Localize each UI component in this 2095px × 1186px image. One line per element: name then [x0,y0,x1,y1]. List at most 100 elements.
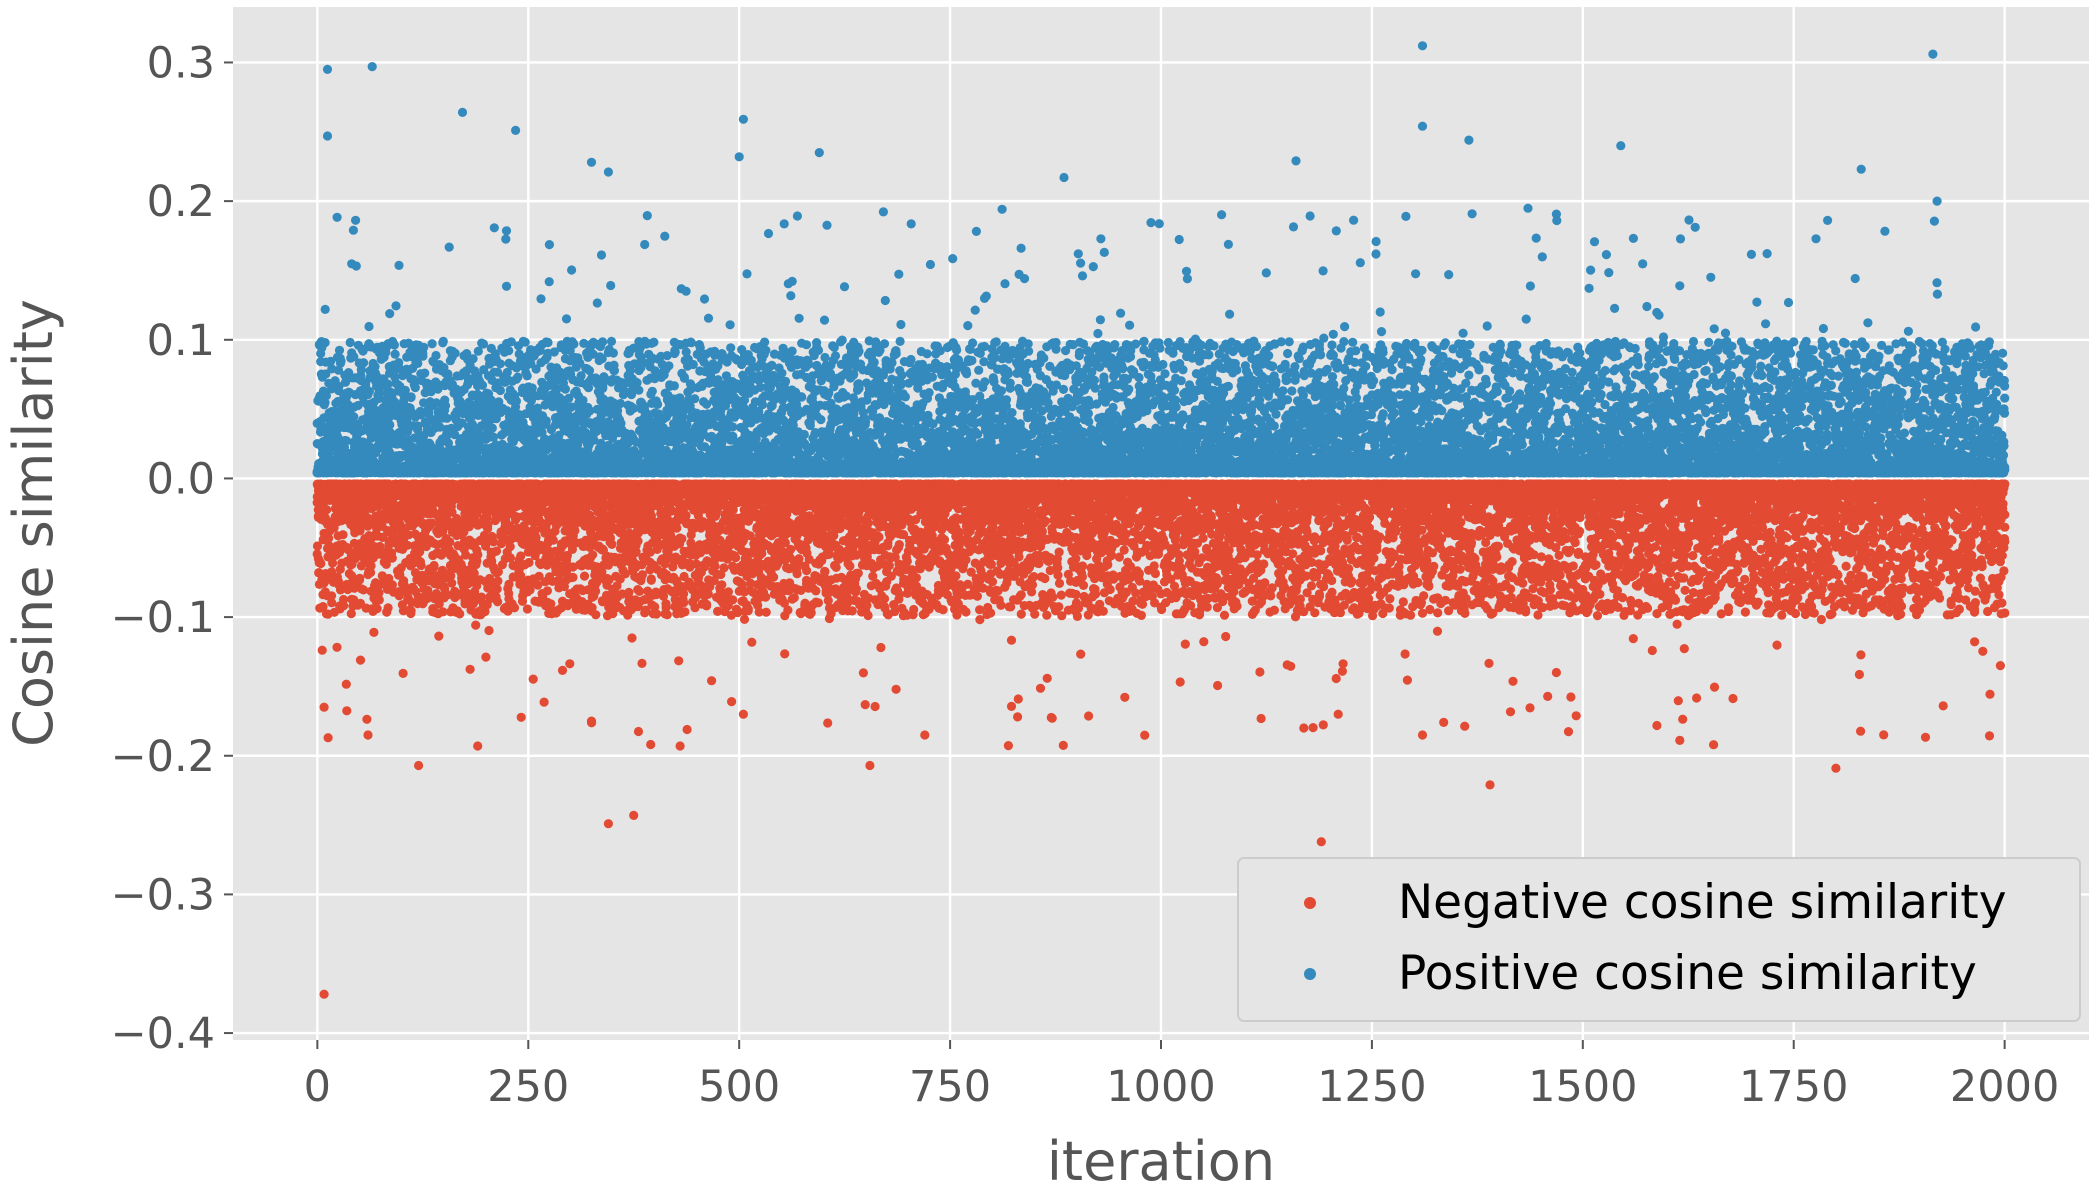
data-point [783,606,792,615]
data-point [871,702,880,711]
data-point [316,559,325,568]
data-point [395,591,404,600]
data-point [342,706,351,715]
data-point [646,740,655,749]
data-point [633,537,642,546]
data-point [1007,636,1016,645]
data-point [744,604,753,613]
data-point [388,554,397,563]
data-point [635,587,644,596]
data-point [493,584,502,593]
data-point [807,608,816,617]
data-point [447,579,456,588]
data-point [861,700,870,709]
data-point [740,615,749,624]
data-point [493,597,502,606]
data-point [859,668,868,677]
data-point [794,554,803,563]
data-point [731,553,740,562]
data-point [473,550,482,559]
data-point [1007,702,1016,711]
data-point [832,563,841,572]
data-point [328,558,337,567]
data-point [565,659,574,668]
data-point [680,607,689,616]
data-point [523,604,532,613]
data-point [707,676,716,685]
data-point [493,576,502,585]
data-point [702,600,711,609]
data-point [324,733,333,742]
data-point [909,605,918,614]
data-point [384,603,393,612]
data-point [369,628,378,637]
data-point [892,685,901,694]
data-point [1004,741,1013,750]
data-point [728,595,737,604]
data-point [762,608,771,617]
data-point [647,574,656,583]
data-point [677,534,686,543]
data-point [484,626,493,635]
data-point [961,555,970,564]
data-point [429,563,438,572]
data-point [627,633,636,642]
data-point [580,572,589,581]
data-point [986,608,995,617]
data-point [399,669,408,678]
data-point [848,606,857,615]
data-point [455,609,464,618]
data-point [634,727,643,736]
data-point [683,725,692,734]
data-point [506,542,515,551]
data-point [375,595,384,604]
data-point [876,643,885,652]
data-point [338,530,347,539]
data-point [529,675,538,684]
data-point [790,593,799,602]
data-point [489,537,498,546]
data-point [903,557,912,566]
data-point [727,697,736,706]
data-point [679,598,688,607]
data-point [802,566,811,575]
data-point [940,535,949,544]
data-point [951,571,960,580]
data-point [811,586,820,595]
data-point [510,603,519,612]
data-point [322,505,331,514]
data-point [961,607,970,616]
data-point [540,698,549,707]
data-point [864,519,873,528]
data-point [591,610,600,619]
data-point [339,595,348,604]
data-point [761,593,770,602]
data-point [327,598,336,607]
data-point [852,584,861,593]
data-point [355,574,364,583]
data-point [558,666,567,675]
data-point [874,532,883,541]
data-point [747,638,756,647]
data-point [568,573,577,582]
data-point [466,665,475,674]
data-point [549,536,558,545]
data-point [504,589,513,598]
data-point [674,656,683,665]
data-point [318,646,327,655]
data-point [445,537,454,546]
data-point [823,718,832,727]
data-point [362,715,371,724]
data-point [895,590,904,599]
data-point [517,713,526,722]
data-point [543,586,552,595]
data-point [895,540,904,549]
data-point [607,540,616,549]
data-point [434,632,443,641]
data-point [786,545,795,554]
data-point [864,611,873,620]
data-point [356,656,365,665]
scatter-chart: 0 250 500 750 1000 1250 1500 1750 20000.30.20.10… [0,0,2095,1186]
data-point [780,649,789,658]
data-point [717,580,726,589]
